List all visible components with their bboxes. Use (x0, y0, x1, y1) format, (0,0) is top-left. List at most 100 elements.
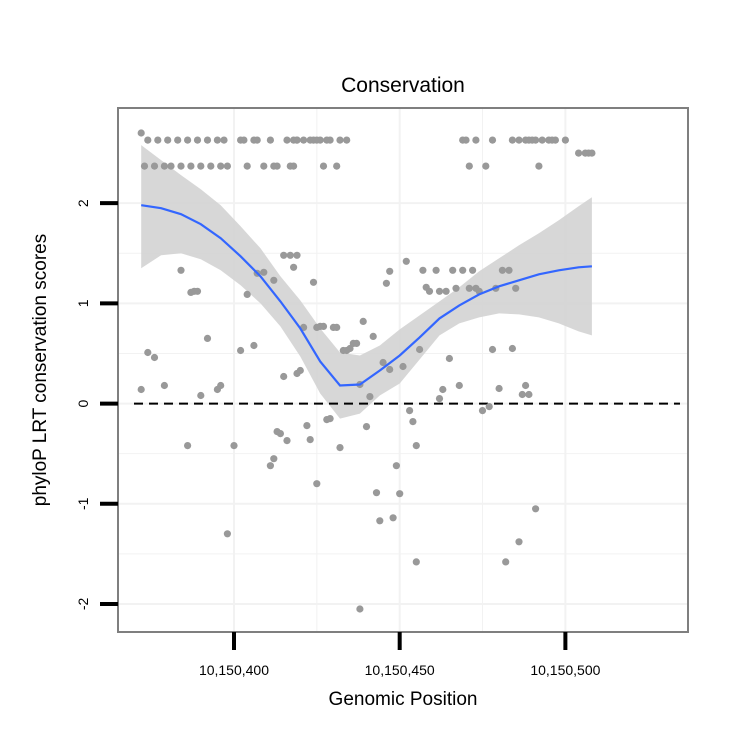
data-point (290, 263, 298, 271)
data-point (488, 345, 497, 354)
data-point (452, 284, 460, 292)
data-point (167, 162, 175, 170)
data-point (515, 538, 523, 546)
data-point (502, 558, 510, 566)
data-point (243, 162, 251, 170)
data-point (237, 346, 245, 355)
data-point (150, 353, 159, 362)
data-point (505, 266, 513, 274)
data-point (319, 162, 328, 170)
data-point (399, 362, 407, 371)
y-tick-label: -1 (75, 497, 91, 510)
data-point (518, 390, 526, 399)
data-point (296, 366, 304, 375)
y-tick-label: 0 (75, 399, 91, 407)
data-point (213, 136, 221, 144)
data-point (376, 517, 384, 525)
data-point (442, 287, 450, 295)
data-point (588, 149, 596, 157)
data-point (217, 162, 225, 170)
data-point (445, 354, 453, 363)
data-point (266, 136, 274, 144)
chart-title: Conservation (341, 74, 465, 97)
data-point (293, 136, 301, 144)
data-point (416, 345, 424, 354)
data-point (389, 514, 397, 522)
data-point (409, 418, 417, 426)
data-point (223, 530, 231, 538)
data-point (240, 136, 248, 144)
data-point (283, 437, 291, 445)
data-point (538, 136, 546, 144)
data-point (343, 136, 351, 144)
data-point (478, 407, 487, 415)
data-point (508, 136, 516, 144)
data-point (336, 444, 344, 452)
data-point (306, 436, 314, 444)
data-point (300, 136, 308, 144)
data-point (154, 136, 162, 144)
data-point (406, 407, 414, 415)
data-point (137, 129, 145, 137)
data-point (419, 266, 427, 274)
data-point (290, 162, 298, 170)
data-point (455, 381, 463, 390)
confidence-band-layer (141, 145, 592, 419)
data-point (432, 266, 440, 274)
data-point (319, 322, 328, 330)
data-point (336, 136, 344, 144)
data-point (140, 162, 149, 170)
confidence-band (141, 145, 592, 419)
data-point (160, 381, 168, 390)
data-point (280, 251, 288, 259)
data-point (465, 162, 473, 170)
x-axis-label: Genomic Position (329, 689, 478, 710)
y-tick-label: 1 (75, 299, 91, 307)
data-point (508, 344, 516, 353)
data-point (270, 455, 278, 463)
data-point (260, 162, 268, 170)
data-point (472, 136, 480, 144)
data-point (369, 332, 377, 340)
data-point (253, 136, 261, 144)
data-point (425, 287, 434, 295)
data-point (230, 442, 238, 450)
data-point (532, 505, 540, 513)
data-point (164, 136, 172, 144)
data-point (280, 372, 288, 381)
data-point (359, 317, 367, 325)
data-point (203, 334, 212, 342)
data-point (243, 290, 251, 298)
data-point (485, 403, 493, 411)
data-point (187, 162, 195, 170)
data-point (412, 558, 420, 566)
data-point (356, 605, 364, 613)
data-point (498, 266, 506, 274)
data-point (482, 162, 490, 170)
smooth-trend-line (141, 204, 592, 387)
data-point (326, 415, 334, 423)
data-point (303, 422, 311, 430)
data-point (276, 430, 284, 438)
data-point (386, 365, 394, 374)
data-point (346, 344, 354, 353)
data-point (392, 462, 400, 470)
data-point (535, 162, 543, 170)
data-point (207, 162, 215, 170)
panel-border (117, 107, 689, 633)
data-point (220, 136, 228, 144)
data-point (372, 489, 381, 497)
data-point (144, 136, 152, 144)
data-point (551, 136, 560, 144)
data-point (273, 162, 281, 170)
data-point (313, 480, 321, 488)
data-point (223, 162, 231, 170)
data-point (326, 136, 334, 144)
data-point (462, 136, 470, 144)
data-point (193, 136, 202, 144)
data-point (197, 162, 205, 170)
y-tick-label: 2 (75, 199, 91, 207)
data-point (309, 278, 318, 286)
data-point (333, 162, 341, 170)
